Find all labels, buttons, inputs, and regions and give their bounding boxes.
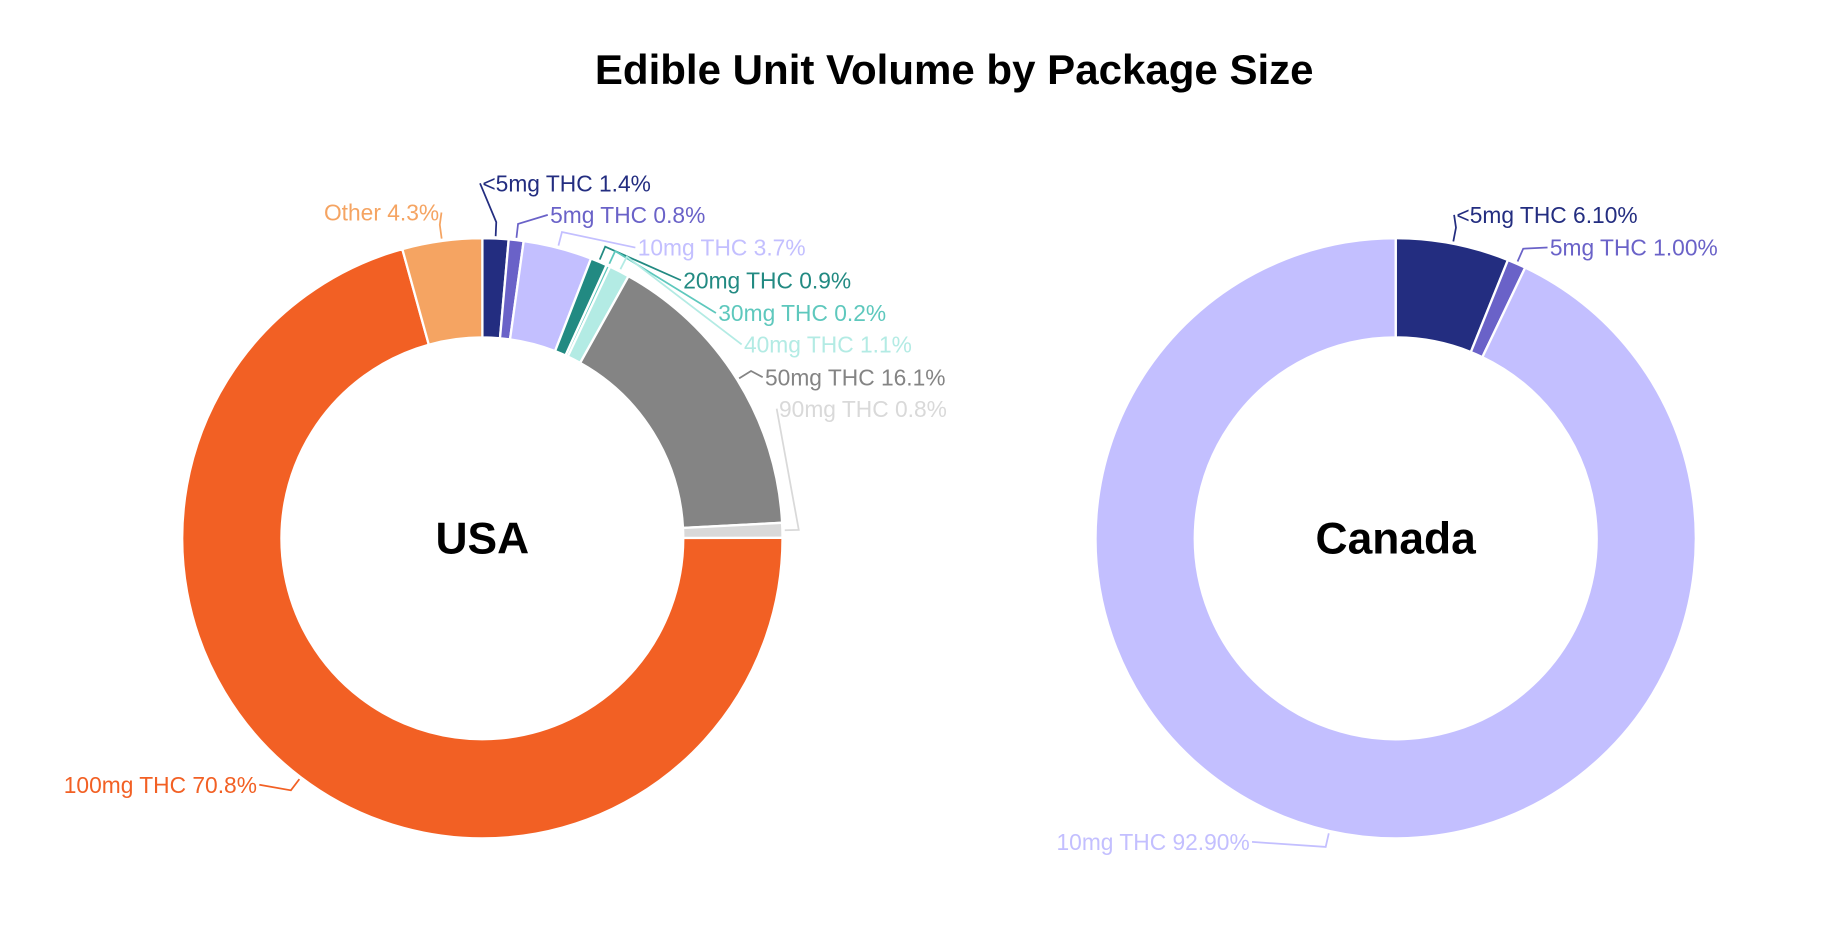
label-other: Other 4.3%	[324, 200, 439, 226]
label-100mg-thc: 100mg THC 70.8%	[64, 772, 257, 798]
label-20mg-thc: 20mg THC 0.9%	[683, 267, 851, 293]
label-5mg-thc: <5mg THC 6.10%	[1456, 202, 1637, 228]
canada-leader-lines	[1251, 214, 1548, 848]
label-5mg-thc: 5mg THC 1.00%	[1550, 235, 1718, 261]
slice-other	[400, 237, 484, 347]
slice-100mg-thc	[181, 247, 784, 840]
usa-donut: <5mg THC 1.4% 5mg THC 0.8% 10mg THC 3.7% 20…	[64, 171, 947, 840]
usa-slices	[181, 237, 784, 840]
label-10mg-thc: 10mg THC 92.90%	[1056, 829, 1249, 855]
canada-slice-labels: <5mg THC 6.10% 5mg THC 1.00% 10mg THC 92.9…	[1056, 202, 1717, 855]
label-30mg-thc: 30mg THC 0.2%	[718, 300, 886, 326]
leader-line-10mg-thc	[557, 231, 636, 249]
label-5mg-thc: 5mg THC 0.8%	[550, 202, 705, 228]
leader-line-5mg-thc	[1452, 214, 1457, 242]
chart-title: Edible Unit Volume by Package Size	[595, 46, 1314, 93]
canada-donut: <5mg THC 6.10% 5mg THC 1.00% 10mg THC 92.9…	[1056, 202, 1717, 855]
label-50mg-thc: 50mg THC 16.1%	[765, 364, 946, 390]
leader-line-20mg-thc	[598, 245, 682, 282]
leader-line-30mg-thc	[608, 249, 717, 314]
usa-leader-lines	[259, 182, 800, 792]
leader-line-10mg-thc	[1251, 833, 1330, 848]
leader-line-5mg-thc	[515, 214, 549, 238]
slice-10mg-thc	[1094, 237, 1697, 840]
leader-line-90mg-thc	[775, 408, 800, 532]
usa-center-label: USA	[436, 515, 530, 564]
label-10mg-thc: 10mg THC 3.7%	[638, 235, 806, 261]
leader-line-other	[438, 212, 443, 239]
label-90mg-thc: 90mg THC 0.8%	[779, 396, 947, 422]
usa-slice-labels: <5mg THC 1.4% 5mg THC 0.8% 10mg THC 3.7% 20…	[64, 171, 947, 798]
leader-line-40mg-thc	[619, 255, 743, 346]
leader-line-50mg-thc	[738, 369, 764, 380]
leader-line-100mg-thc	[259, 778, 301, 792]
canada-center-label: Canada	[1316, 515, 1477, 564]
label-40mg-thc: 40mg THC 1.1%	[744, 332, 912, 358]
leader-line-5mg-thc	[1516, 246, 1548, 262]
leader-line-5mg-thc	[479, 182, 498, 237]
label-5mg-thc: <5mg THC 1.4%	[482, 171, 651, 197]
canada-slices	[1094, 237, 1697, 840]
